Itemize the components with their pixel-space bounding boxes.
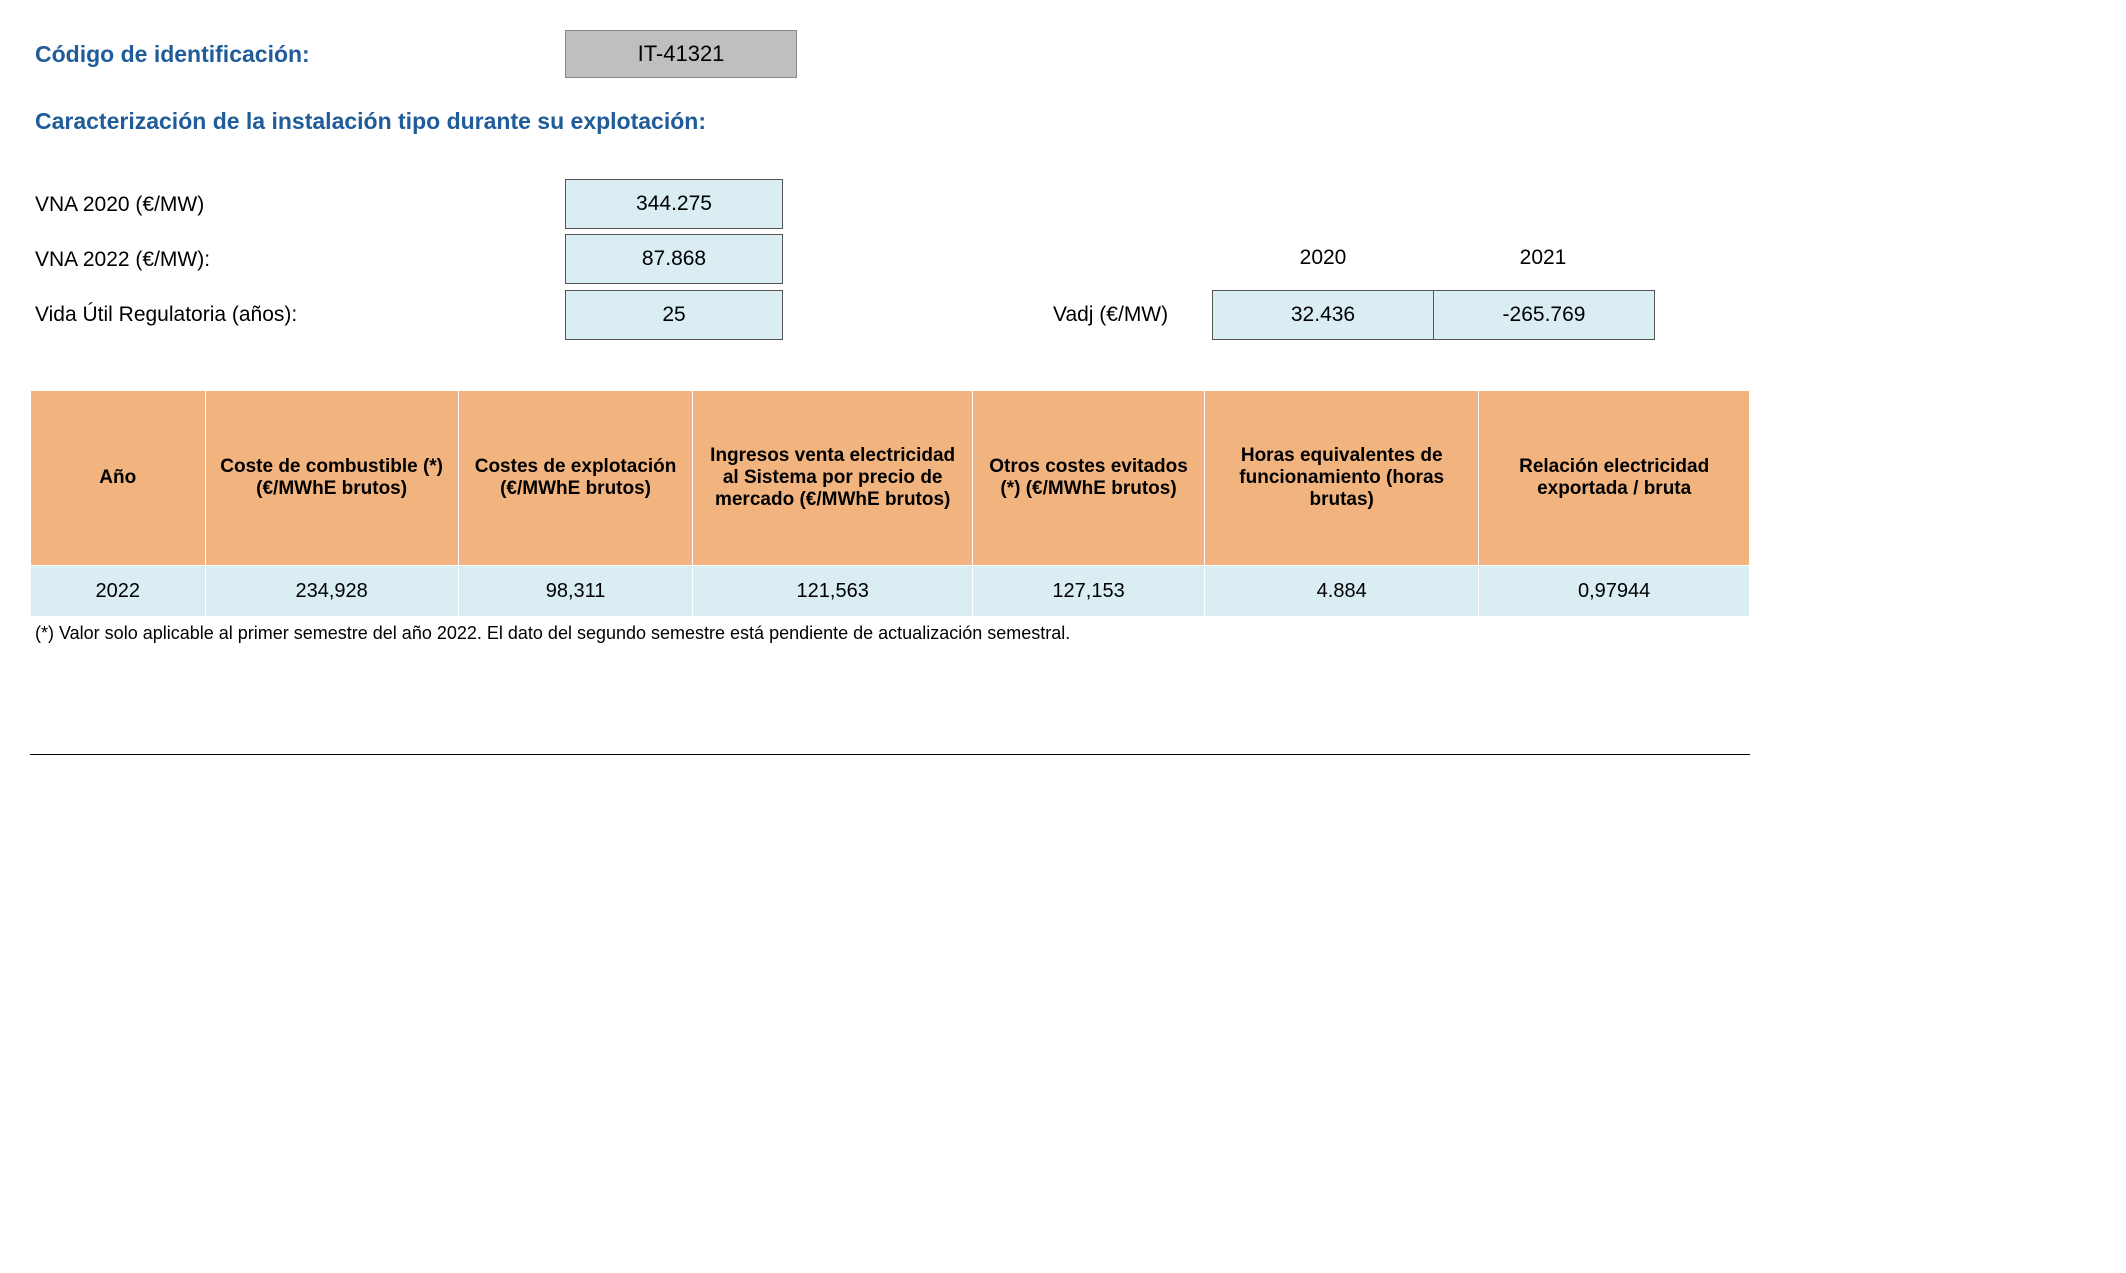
th-relacion: Relación electricidad exportada / bruta: [1479, 391, 1750, 566]
vna2022-label: VNA 2022 (€/MW):: [30, 248, 565, 272]
table-header-row: Año Coste de combustible (*) (€/MWhE bru…: [31, 391, 1750, 566]
code-value-box: IT-41321: [565, 30, 797, 78]
vna2020-label: VNA 2020 (€/MW): [30, 193, 565, 217]
cell-costes-expl: 98,311: [458, 566, 693, 617]
vadj-value-2: -265.769: [1433, 290, 1655, 340]
th-costes-expl: Costes de explotación (€/MWhE brutos): [458, 391, 693, 566]
vadj-label: Vadj (€/MW): [1053, 303, 1213, 327]
cell-coste-comb: 234,928: [205, 566, 458, 617]
th-horas: Horas equivalentes de funcionamiento (ho…: [1205, 391, 1479, 566]
cell-otros: 127,153: [973, 566, 1205, 617]
footnote: (*) Valor solo aplicable al primer semes…: [30, 623, 2096, 644]
th-coste-comb: Coste de combustible (*) (€/MWhE brutos): [205, 391, 458, 566]
th-ingresos: Ingresos venta electricidad al Sistema p…: [693, 391, 973, 566]
vida-value: 25: [565, 290, 783, 340]
data-table: Año Coste de combustible (*) (€/MWhE bru…: [30, 390, 1750, 617]
vna2020-value: 344.275: [565, 179, 783, 229]
cell-relacion: 0,97944: [1479, 566, 1750, 617]
cell-ano: 2022: [31, 566, 206, 617]
vadj-value-1: 32.436: [1212, 290, 1434, 340]
cell-horas: 4.884: [1205, 566, 1479, 617]
th-ano: Año: [31, 391, 206, 566]
separator-line: [30, 754, 1750, 755]
code-label: Código de identificación:: [30, 41, 565, 68]
cell-ingresos: 121,563: [693, 566, 973, 617]
th-otros: Otros costes evitados (*) (€/MWhE brutos…: [973, 391, 1205, 566]
section-title: Caracterización de la instalación tipo d…: [30, 108, 2096, 135]
vadj-year-1: 2020: [1213, 246, 1433, 270]
vida-label: Vida Útil Regulatoria (años):: [30, 303, 565, 327]
table-row: 2022 234,928 98,311 121,563 127,153 4.88…: [31, 566, 1750, 617]
vadj-year-2: 2021: [1433, 246, 1653, 270]
vna2022-value: 87.868: [565, 234, 783, 284]
